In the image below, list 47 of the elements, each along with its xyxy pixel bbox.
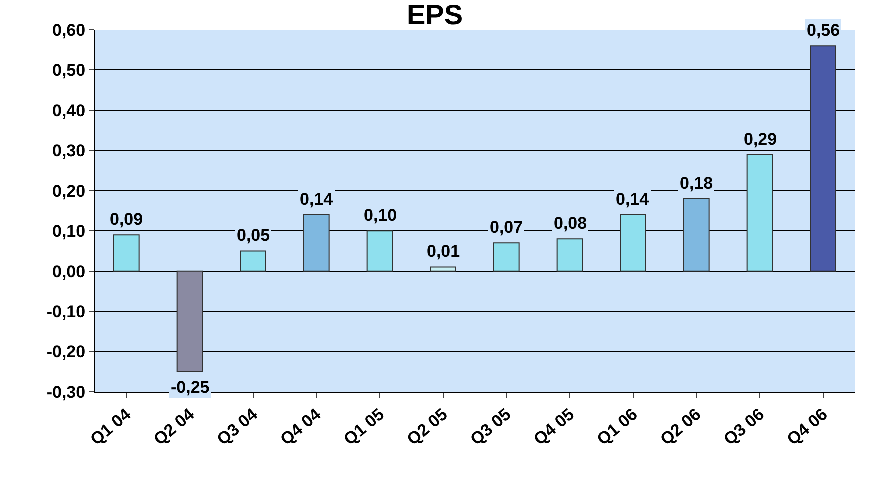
x-tick-label: Q1 04 [87, 404, 136, 450]
data-label: 0,56 [807, 21, 840, 40]
x-tick-label: Q2 06 [657, 404, 705, 450]
x-tick-label: Q2 04 [150, 404, 198, 450]
data-label: 0,14 [300, 190, 334, 209]
x-tick-label: Q3 05 [467, 404, 515, 450]
x-tick-label: Q4 04 [277, 404, 326, 450]
bar [620, 214, 646, 272]
x-tick-label: Q1 06 [594, 404, 642, 450]
data-label: 0,05 [237, 226, 270, 245]
data-label: 0,07 [490, 218, 524, 237]
x-tick-label: Q1 05 [340, 404, 388, 450]
bar [240, 250, 266, 272]
data-label: 0,14 [616, 190, 650, 209]
x-tick-label: Q4 06 [784, 404, 832, 450]
y-tick-label: 0,20 [52, 182, 86, 201]
y-tick-label: -0,20 [46, 342, 86, 362]
bar [304, 214, 330, 272]
y-tick-label: -0,10 [46, 302, 86, 322]
data-label: 0,09 [110, 210, 144, 229]
x-tick-label: Q4 05 [530, 404, 578, 450]
bar [746, 154, 774, 272]
chart-title: EPS [406, 0, 464, 30]
x-tick-label: Q3 06 [720, 404, 768, 450]
bar [366, 230, 394, 272]
bar [430, 266, 456, 272]
y-tick-label: 0,60 [52, 20, 86, 40]
y-tick-label: 0,50 [52, 61, 86, 80]
bar [114, 234, 140, 272]
y-tick-label: 0,30 [52, 142, 86, 161]
data-label: 0,18 [680, 174, 714, 193]
data-label: -0,25 [171, 378, 210, 397]
bar [494, 242, 520, 272]
data-label: 0,08 [554, 214, 588, 233]
bar [176, 270, 204, 372]
data-label: 0,10 [364, 206, 398, 225]
x-tick-label: Q3 04 [214, 404, 262, 450]
y-tick-label: 0,40 [52, 101, 86, 120]
x-tick-label: Q2 05 [404, 404, 452, 450]
bar [556, 238, 584, 272]
bar [810, 46, 836, 272]
y-tick-label: 0,00 [52, 262, 86, 282]
data-label: 0,01 [427, 242, 460, 261]
data-label: 0,29 [744, 130, 778, 149]
y-tick-label: -0,30 [46, 382, 86, 402]
bar [684, 198, 710, 272]
y-tick-label: 0,10 [52, 222, 86, 242]
